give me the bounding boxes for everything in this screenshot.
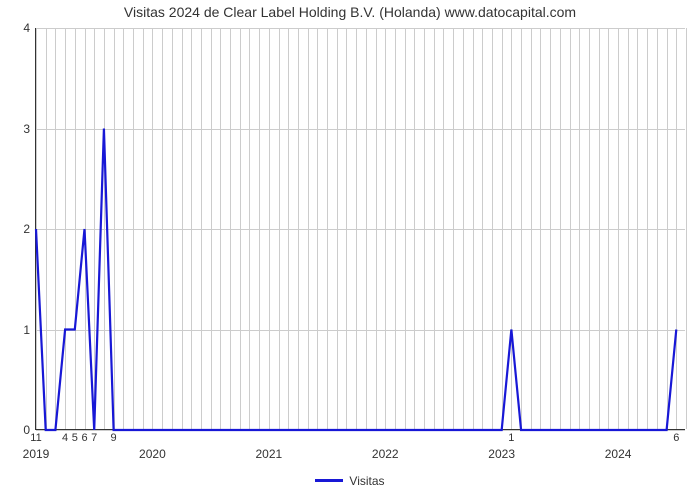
x-axis-minor-tick: 5 — [72, 429, 78, 444]
y-axis-tick: 3 — [23, 122, 36, 136]
x-axis-minor-tick: 4 — [62, 429, 68, 444]
line-series — [36, 28, 686, 430]
x-axis-minor-tick: 6 — [81, 429, 87, 444]
x-axis-year-tick: 2021 — [255, 429, 282, 461]
plot-area: 01234114567916201920202021202220232024 — [35, 28, 685, 430]
x-axis-year-tick: 2024 — [605, 429, 632, 461]
chart-title: Visitas 2024 de Clear Label Holding B.V.… — [0, 4, 700, 20]
x-axis-minor-tick: 7 — [91, 429, 97, 444]
legend-swatch — [315, 479, 343, 482]
series-polyline — [36, 129, 676, 431]
legend-label: Visitas — [349, 474, 384, 488]
x-axis-year-tick: 2020 — [139, 429, 166, 461]
y-axis-tick: 2 — [23, 222, 36, 236]
gridline-vertical — [686, 28, 687, 429]
x-axis-year-tick: 2022 — [372, 429, 399, 461]
x-axis-year-tick: 2019 — [23, 429, 50, 461]
x-axis-year-tick: 2023 — [488, 429, 515, 461]
chart-legend: Visitas — [0, 472, 700, 490]
y-axis-tick: 1 — [23, 323, 36, 337]
line-chart: Visitas 2024 de Clear Label Holding B.V.… — [0, 0, 700, 500]
x-axis-minor-tick: 9 — [111, 429, 117, 444]
y-axis-tick: 4 — [23, 21, 36, 35]
x-axis-minor-tick: 6 — [673, 429, 679, 444]
